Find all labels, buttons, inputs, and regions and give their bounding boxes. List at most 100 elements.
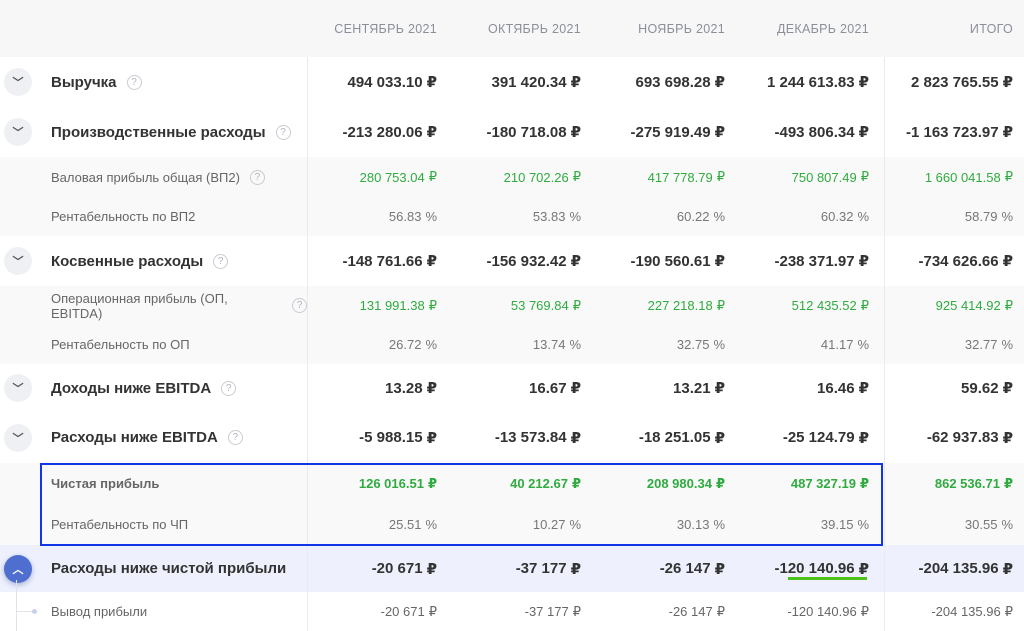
unit-symbol: % xyxy=(569,517,581,532)
row-label: Рентабельность по ВП2 xyxy=(51,209,196,224)
unit-symbol: ₽ xyxy=(714,560,725,578)
tree-node-dot xyxy=(32,609,37,614)
unit-symbol: ₽ xyxy=(860,297,869,313)
row-label: Рентабельность по ЧП xyxy=(51,517,189,532)
value-cell: -120 140.96 ₽ xyxy=(740,592,884,631)
unit-symbol: % xyxy=(713,209,725,224)
chevron-down-icon[interactable]: ﹀ xyxy=(4,68,32,96)
value-cell: -120 140.96 ₽ xyxy=(740,545,884,592)
value-cell: -37 177 ₽ xyxy=(452,545,596,592)
value-text: -25 124.79 xyxy=(782,429,855,446)
help-icon[interactable]: ? xyxy=(275,124,291,140)
unit-symbol: ₽ xyxy=(858,253,869,270)
unit-symbol: ₽ xyxy=(570,429,581,447)
value-cell: 512 435.52 ₽ xyxy=(740,286,884,325)
unit-symbol: ₽ xyxy=(1003,475,1013,491)
unit-symbol: ₽ xyxy=(428,169,437,184)
value-text: -13 573.84 xyxy=(494,429,567,446)
value-text: 750 807.49 xyxy=(791,169,857,185)
value-text: -20 671 xyxy=(371,560,423,577)
value-cell: 30.55% xyxy=(884,504,1024,545)
unit-symbol: ₽ xyxy=(570,253,581,270)
header-label-cell xyxy=(0,0,308,57)
row-label: Валовая прибыль общая (ВП2) xyxy=(51,169,240,185)
table-row: Чистая прибыль 126 016.51 ₽40 212.67 ₽208 9… xyxy=(0,463,1024,504)
unit-symbol: ₽ xyxy=(570,560,581,578)
table-row: Операционная прибыль (ОП, EBITDA)? 131 99… xyxy=(0,286,1024,325)
value-text: 417 778.79 xyxy=(647,169,713,185)
row-label: Косвенные расходы xyxy=(51,252,204,270)
unit-symbol: % xyxy=(425,209,437,224)
chevron-down-icon[interactable]: ﹀ xyxy=(4,374,32,402)
unit-symbol: ₽ xyxy=(426,124,437,141)
value-text: 391 420.34 xyxy=(491,73,567,91)
value-text: 13.28 xyxy=(385,379,423,397)
value-cell: 26.72% xyxy=(308,325,452,364)
value-text: -204 135.96 xyxy=(918,560,999,577)
chevron-down-icon[interactable]: ﹀ xyxy=(4,423,32,452)
help-icon[interactable]: ? xyxy=(227,430,243,445)
value-cell: 417 778.79 ₽ xyxy=(596,157,740,197)
col-nov[interactable]: НОЯБРЬ 2021 xyxy=(638,22,725,36)
value-text: 280 753.04 xyxy=(359,169,425,185)
value-cell: 40 212.67 ₽ xyxy=(452,463,596,504)
value-cell: 208 980.34 ₽ xyxy=(596,463,740,504)
value-text: -734 626.66 xyxy=(918,252,999,270)
value-cell: 494 033.10 ₽ xyxy=(308,57,452,107)
value-cell: 13.28 ₽ xyxy=(308,364,452,412)
unit-symbol: ₽ xyxy=(426,74,437,91)
value-text: -1 163 723.97 xyxy=(905,123,999,141)
value-cell: 487 327.19 ₽ xyxy=(740,463,884,504)
value-text: -148 761.66 xyxy=(342,252,423,270)
value-cell: 30.13% xyxy=(596,504,740,545)
value-cell: -734 626.66 ₽ xyxy=(884,236,1024,286)
row-label: Вывод прибыли xyxy=(51,604,148,619)
help-icon[interactable]: ? xyxy=(221,380,237,396)
value-text: 227 218.18 xyxy=(647,298,713,313)
value-text: -62 937.83 xyxy=(926,429,999,446)
value-text: 2 823 765.55 xyxy=(910,73,999,91)
chevron-down-icon[interactable]: ﹀ xyxy=(4,247,32,275)
value-text: 59.62 xyxy=(961,379,999,397)
unit-symbol: ₽ xyxy=(858,74,869,91)
help-icon[interactable]: ? xyxy=(249,169,265,185)
value-text: 131 991.38 xyxy=(359,298,425,313)
row-label-cell: Рентабельность по ЧП xyxy=(0,504,308,545)
value-cell: 1 660 041.58 ₽ xyxy=(884,157,1024,197)
unit-symbol: ₽ xyxy=(858,124,869,141)
unit-symbol: ₽ xyxy=(426,560,437,578)
unit-symbol: % xyxy=(569,337,581,352)
row-label-cell: Операционная прибыль (ОП, EBITDA)? xyxy=(0,286,308,325)
value-text: 512 435.52 xyxy=(791,298,857,313)
value-text: 53 769.84 xyxy=(510,298,569,313)
value-cell: 10.27% xyxy=(452,504,596,545)
col-sep[interactable]: СЕНТЯБРЬ 2021 xyxy=(334,22,437,36)
value-cell: -37 177 ₽ xyxy=(452,592,596,631)
value-cell: -25 124.79 ₽ xyxy=(740,412,884,463)
help-icon[interactable]: ? xyxy=(292,298,307,313)
col-oct[interactable]: ОКТЯБРЬ 2021 xyxy=(487,22,581,36)
row-label-cell: Рентабельность по ВП2 xyxy=(0,197,308,236)
value-cell: 2 823 765.55 ₽ xyxy=(884,57,1024,107)
unit-symbol: ₽ xyxy=(1002,124,1013,141)
unit-symbol: ₽ xyxy=(426,429,437,447)
value-cell: 1 244 613.83 ₽ xyxy=(740,57,884,107)
value-cell: -493 806.34 ₽ xyxy=(740,107,884,157)
row-label-cell: ﹀ Доходы ниже EBITDA? xyxy=(0,364,308,412)
help-icon[interactable]: ? xyxy=(213,253,229,269)
value-text: -190 560.61 xyxy=(630,252,711,270)
unit-symbol: ₽ xyxy=(572,169,581,184)
table-header: СЕНТЯБРЬ 2021 ОКТЯБРЬ 2021 НОЯБРЬ 2021 Д… xyxy=(0,0,1024,57)
row-label-cell: ﹀ Косвенные расходы? xyxy=(0,236,308,286)
table-row: ﹀ Доходы ниже EBITDA? 13.28 ₽16.67 ₽13.21 ₽16… xyxy=(0,364,1024,412)
value-text: 32.75 xyxy=(676,337,710,352)
chevron-up-icon[interactable]: ︿ xyxy=(4,554,32,583)
col-dec[interactable]: ДЕКАБРЬ 2021 xyxy=(776,22,869,36)
unit-symbol: % xyxy=(713,337,725,352)
value-cell: 131 991.38 ₽ xyxy=(308,286,452,325)
unit-symbol: ₽ xyxy=(858,560,869,578)
row-label: Выручка xyxy=(51,73,117,91)
help-icon[interactable]: ? xyxy=(126,74,142,90)
value-text: 39.15 xyxy=(820,517,854,532)
chevron-down-icon[interactable]: ﹀ xyxy=(4,118,32,146)
